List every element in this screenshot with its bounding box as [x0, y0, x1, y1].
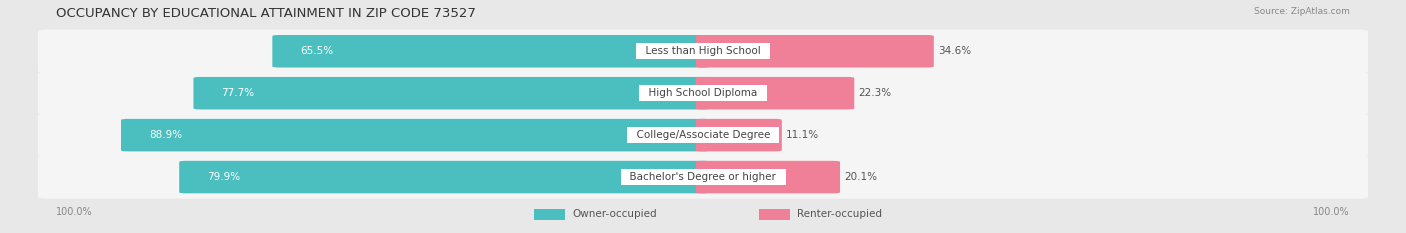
- Text: 34.6%: 34.6%: [938, 46, 972, 56]
- Text: Renter-occupied: Renter-occupied: [797, 209, 882, 219]
- Text: Less than High School: Less than High School: [638, 46, 768, 56]
- Text: 100.0%: 100.0%: [1313, 207, 1350, 217]
- Text: 20.1%: 20.1%: [844, 172, 877, 182]
- Text: Source: ZipAtlas.com: Source: ZipAtlas.com: [1254, 7, 1350, 16]
- Text: High School Diploma: High School Diploma: [643, 88, 763, 98]
- Text: 11.1%: 11.1%: [786, 130, 820, 140]
- Text: 65.5%: 65.5%: [301, 46, 333, 56]
- Text: 88.9%: 88.9%: [149, 130, 183, 140]
- Text: 77.7%: 77.7%: [222, 88, 254, 98]
- Text: 100.0%: 100.0%: [56, 207, 93, 217]
- Text: 79.9%: 79.9%: [207, 172, 240, 182]
- Text: Bachelor's Degree or higher: Bachelor's Degree or higher: [623, 172, 783, 182]
- Text: Owner-occupied: Owner-occupied: [572, 209, 657, 219]
- Text: OCCUPANCY BY EDUCATIONAL ATTAINMENT IN ZIP CODE 73527: OCCUPANCY BY EDUCATIONAL ATTAINMENT IN Z…: [56, 7, 477, 20]
- Text: 22.3%: 22.3%: [859, 88, 891, 98]
- Text: College/Associate Degree: College/Associate Degree: [630, 130, 776, 140]
